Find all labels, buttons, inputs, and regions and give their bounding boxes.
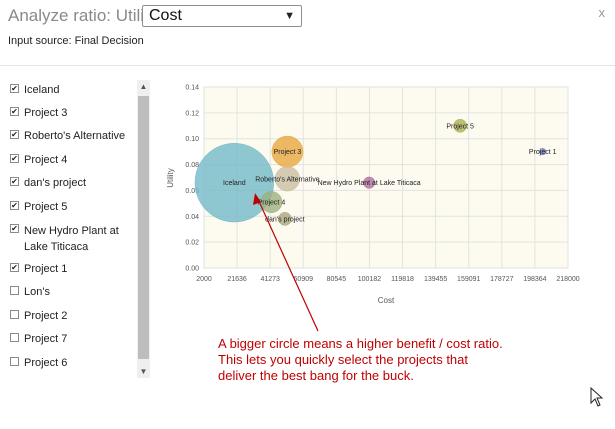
list-item[interactable]: ✔ Project 1 [10,262,138,276]
x-axis-label: Cost [378,296,395,305]
list-item-label: Project 1 [24,263,68,275]
annotation-line: deliver the best bang for the buck. [218,368,414,383]
y-tick-label: 0.00 [185,266,199,273]
list-item[interactable]: Lon's [10,285,138,299]
checkbox[interactable]: ✔ [10,84,19,93]
list-item-label: Project 3 [24,107,68,119]
arrow-line [256,196,319,332]
x-tick-label: 60909 [294,276,314,283]
triangle-up-icon[interactable]: ▲ [139,82,148,91]
list-item[interactable]: ✔ New Hydro Plant at Lake Titicaca [10,223,138,255]
checkbox[interactable]: ✔ [10,107,19,116]
y-tick-label: 0.02 [185,240,199,247]
y-axis-label: Utility [166,168,175,188]
checkbox[interactable] [10,286,19,295]
y-tick-label: 0.12 [185,110,199,117]
y-tick-label: 0.06 [185,188,199,195]
bubble[interactable] [453,118,467,133]
list-item[interactable]: Project 2 [10,309,138,323]
bubble-label: Iceland [223,180,246,187]
list-item-label: Lon's [24,286,50,298]
list-item[interactable]: Project 7 [10,332,138,346]
list-item-label: New Hydro Plant at Lake Titicaca [24,225,119,253]
list-item[interactable]: ✔ Project 5 [10,200,138,214]
bubble[interactable] [278,212,292,226]
x-tick-label: 139455 [424,276,447,283]
x-tick-label: 41273 [260,276,280,283]
y-tick-label: 0.08 [185,162,199,169]
bubble[interactable] [363,176,376,189]
x-tick-label: 159091 [457,276,480,283]
y-tick-label: 0.04 [185,214,199,221]
mouse-cursor-icon [590,387,604,407]
list-item-label: Iceland [24,84,60,96]
y-tick-label: 0.14 [185,85,199,92]
ratio-dropdown-value: Cost [149,7,182,24]
x-tick-label: 178727 [490,276,513,283]
x-tick-label: 2000 [196,276,212,283]
list-item-label: Roberto's Alternative [24,130,126,142]
annotation-line: A bigger circle means a higher benefit /… [218,336,503,351]
list-item[interactable]: ✔ Roberto's Alternative [10,129,138,143]
list-item[interactable]: Project 6 [10,356,138,370]
chevron-down-icon: ▼ [284,10,295,22]
list-item-label: Project 4 [24,154,68,166]
ratio-dropdown[interactable]: Cost ▼ [142,5,302,27]
bubble-label: Roberto's Alternative [255,176,319,183]
list-item-label: Project 2 [24,310,68,322]
checkbox[interactable] [10,357,19,366]
list-item[interactable]: ✔ Iceland [10,83,138,97]
list-item[interactable]: ✔ dan's project [10,176,138,190]
checkbox[interactable]: ✔ [10,224,19,233]
x-tick-label: 100182 [358,276,381,283]
y-tick-label: 0.10 [185,136,199,143]
x-tick-label: 80545 [327,276,347,283]
annotation-note: A bigger circle means a higher benefit /… [218,336,578,384]
bubble-label: Project 3 [274,149,302,156]
checkbox[interactable]: ✔ [10,177,19,186]
scroll-thumb[interactable] [138,96,149,359]
bubble-label: New Hydro Plant at Lake Titicaca [318,180,421,187]
list-item-label: Project 6 [24,357,68,369]
list-item[interactable]: ✔ Project 3 [10,106,138,120]
checkbox[interactable]: ✔ [10,154,19,163]
x-tick-label: 119818 [391,276,414,283]
checkbox[interactable] [10,310,19,319]
close-button[interactable]: x [598,5,606,20]
annotation-line: This lets you quickly select the project… [218,352,469,367]
checkbox[interactable]: ✔ [10,263,19,272]
list-item-label: Project 5 [24,201,68,213]
bubble-chart: 0.00 0.02 0.04 0.06 0.08 0.10 0.12 0.14 2000 216… [166,85,580,306]
list-item[interactable]: ✔ Project 4 [10,153,138,167]
header-divider [0,65,615,66]
x-tick-label: 218000 [556,276,579,283]
bubble-label: Project 1 [529,149,557,156]
list-scrollbar[interactable]: ▲ ▼ [137,80,150,378]
checkbox[interactable]: ✔ [10,130,19,139]
checkbox[interactable]: ✔ [10,201,19,210]
project-list: ✔ Iceland ✔ Project 3 ✔ Roberto's Alternati… [6,80,151,380]
checkbox[interactable] [10,333,19,342]
bubble[interactable] [539,148,547,156]
input-source-label: Input source: Final Decision [8,35,144,47]
triangle-down-icon[interactable]: ▼ [139,367,148,376]
x-tick-label: 21636 [227,276,247,283]
bubble-label: Project 5 [446,123,474,130]
x-tick-label: 198364 [523,276,546,283]
bubble[interactable] [274,166,300,192]
arrow-head [253,193,261,205]
bubble-label: Project 4 [258,200,286,207]
bubble-label: dan's project [265,216,305,223]
header-title: Analyze ratio: Utility / [8,6,167,25]
list-item-label: dan's project [24,177,87,189]
list-item-label: Project 7 [24,333,68,345]
